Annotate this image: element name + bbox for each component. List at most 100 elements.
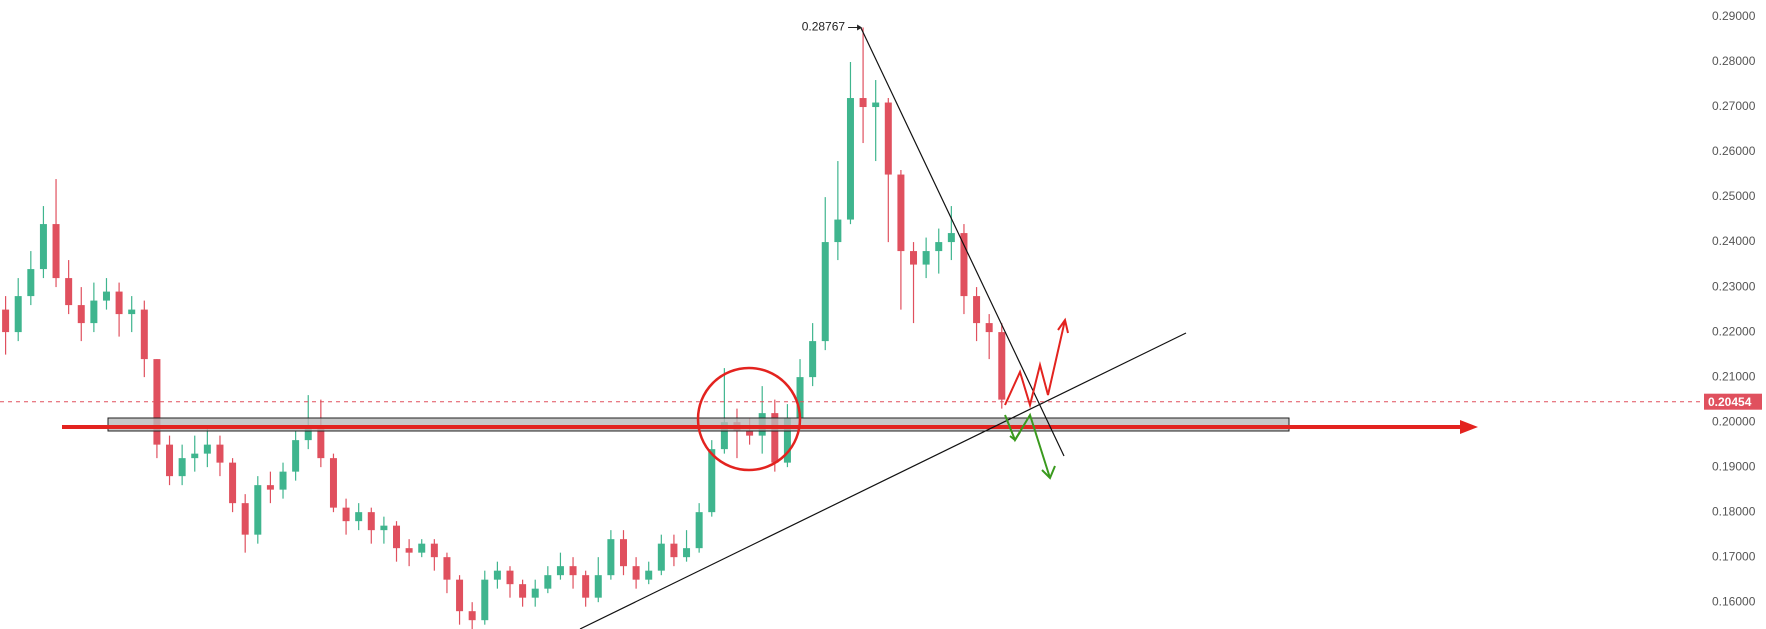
candle-body [947,233,955,243]
candle-body [27,269,35,297]
candle-body [355,512,363,522]
candle-body [935,242,943,252]
candle-body [985,323,993,333]
projection-down [1004,412,1051,479]
candle-body [783,417,791,463]
candle-body [191,453,199,459]
y-tick-label: 0.19000 [1712,459,1756,473]
candle-body [683,548,691,558]
candles [2,27,1006,629]
candle-body [519,584,527,598]
candle-body [418,543,426,553]
y-tick-label: 0.26000 [1712,144,1756,158]
candle-body [771,413,779,463]
candle-body [39,224,47,270]
candle-body [632,566,640,580]
candle-body [178,458,186,477]
candle-body [14,296,22,333]
candle-body [720,422,728,450]
candle-body [254,485,262,535]
price-axis: 0.29000 0.28000 0.27000 0.26000 0.25000 0.240… [1712,9,1756,608]
candle-body [52,224,60,279]
candle-body [960,233,968,297]
candle-body [128,309,136,315]
arrow-head [1009,431,1021,442]
last-price-label: 0.20454 [1708,395,1752,409]
y-tick-label: 0.25000 [1712,189,1756,203]
y-tick-label: 0.27000 [1712,99,1756,113]
candle-body [430,543,438,558]
candle-body [607,539,615,576]
candle-body [367,512,375,531]
candle-body [569,566,577,576]
candle-body [670,543,678,558]
candle-body [872,102,880,108]
y-tick-label: 0.17000 [1712,549,1756,563]
y-tick-label: 0.29000 [1712,9,1756,23]
up-trendline [579,332,1187,629]
y-tick-label: 0.22000 [1712,324,1756,338]
candle-body [922,251,930,265]
candle-body [241,503,249,535]
candle-body [809,341,817,378]
candle-body [556,566,564,576]
candle-body [582,575,590,598]
candle-body [910,251,918,265]
candle-body [304,426,312,441]
candle-body [153,359,161,445]
candle-body [166,444,174,477]
arrow-head [1041,465,1056,480]
highlight-circle [696,366,802,472]
candle-body [266,485,274,490]
candle-body [65,278,73,306]
candle-body [506,570,514,585]
candle-body [796,377,804,418]
candle-body [657,543,665,571]
y-tick-label: 0.28000 [1712,54,1756,68]
candle-body [834,219,842,243]
y-tick-label: 0.20000 [1712,414,1756,428]
candle-body [645,570,653,580]
candle-body [77,305,85,324]
y-tick-label: 0.21000 [1712,369,1756,383]
candle-body [115,291,123,315]
candle-body [229,462,237,504]
candle-body [140,309,148,360]
down-trendline [860,27,1065,457]
candle-body [746,431,754,436]
arrow-head [1460,420,1478,434]
candle-body [279,471,287,490]
candle-body [897,174,905,252]
candle-body [90,300,98,324]
candle-body [708,449,716,513]
candle-body [405,548,413,553]
candle-body [456,579,464,612]
projection-up [1004,319,1066,409]
candle-body [342,507,350,522]
candle-body [859,98,867,108]
last-price-box [1704,393,1762,410]
candle-body [544,575,552,589]
candle-body [443,557,451,580]
candle-body [846,98,854,220]
candle-body [2,309,10,333]
arrow-head [1057,317,1069,334]
candle-body [393,525,401,549]
candle-body [998,332,1006,400]
annotation-arrow-head [857,24,863,31]
candle-body [481,579,489,621]
candle-body [329,458,337,508]
candle-body [292,440,300,472]
candle-body [973,296,981,324]
candle-body [594,575,602,598]
high-annotation: 0.28767 [802,20,846,34]
candle-body [317,426,325,459]
candle-body [531,588,539,598]
candle-body [216,444,224,463]
candle-body [493,570,501,580]
candle-body [821,242,829,342]
candle-body [695,512,703,549]
candle-body [884,102,892,175]
